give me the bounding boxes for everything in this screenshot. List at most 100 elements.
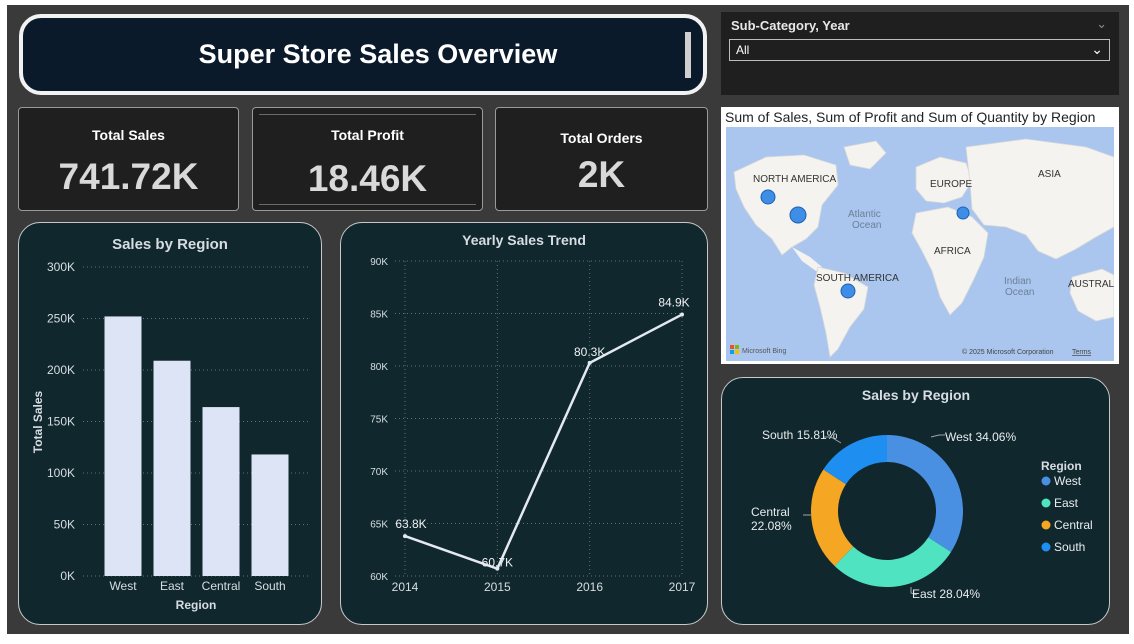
map-label: EUROPE	[930, 179, 973, 190]
total-orders-value: 2K	[577, 154, 626, 195]
legend-title: Region	[1041, 459, 1082, 473]
legend-marker-west[interactable]	[1041, 476, 1051, 486]
sales-trend-line[interactable]	[404, 313, 683, 571]
map-label: NORTH AMERICA	[753, 174, 836, 185]
line-y-tick-label: 70K	[370, 467, 388, 478]
line-y-tick-label: 80K	[370, 362, 388, 373]
donut-slice-east[interactable]	[834, 537, 952, 587]
title-banner: Super Store Sales Overview	[19, 14, 707, 95]
yearly-sales-trend-panel	[340, 222, 708, 625]
line-point[interactable]	[587, 360, 592, 365]
legend-item-east[interactable]: East	[1054, 496, 1079, 510]
line-y-tick-label: 65K	[370, 520, 388, 531]
legend-item-south[interactable]: South	[1054, 540, 1085, 554]
bar-x-tick-label: West	[109, 579, 137, 593]
line-data-label: 80.3K	[574, 345, 605, 359]
south-bubble[interactable]	[840, 283, 856, 299]
central-bubble[interactable]	[956, 206, 970, 220]
line-data-label: 63.8K	[395, 517, 426, 531]
donut-slice-central[interactable]	[811, 469, 854, 567]
map-terms-link[interactable]: Terms	[1072, 349, 1092, 356]
bar-east[interactable]	[153, 360, 191, 576]
total-orders-card: Total Orders 2K	[495, 107, 708, 211]
chevron-down-icon[interactable]: ⌄	[1091, 41, 1103, 57]
slicer-dropdown[interactable]: All ⌄	[729, 39, 1110, 61]
donut-label-west: West 34.06%	[945, 430, 1016, 444]
bar-x-tick-label: East	[160, 579, 185, 593]
legend-marker-south[interactable]	[1041, 542, 1051, 552]
bar-x-tick-label: Central	[202, 579, 241, 593]
map-label: Ocean	[852, 220, 881, 231]
map-label: AFRICA	[934, 246, 971, 257]
donut-slice-west[interactable]	[887, 435, 963, 552]
map-label: Ocean	[1005, 287, 1034, 298]
bar-x-tick-label: South	[254, 579, 285, 593]
line-point[interactable]	[680, 312, 684, 317]
legend-marker-central[interactable]	[1041, 520, 1051, 530]
line-x-tick-label: 2015	[484, 580, 511, 594]
line-point[interactable]	[403, 534, 407, 539]
bar-y-tick-label: 150K	[47, 415, 75, 429]
map-label: AUSTRALI	[1068, 279, 1114, 290]
leader-line	[823, 436, 842, 444]
bar-west[interactable]	[104, 316, 142, 576]
map-label: Indian	[1004, 276, 1031, 287]
page-title: Super Store Sales Overview	[198, 39, 558, 69]
line-x-tick-label: 2014	[392, 580, 419, 594]
donut-label-east: East 28.04%	[912, 587, 980, 601]
slicer-selected-value: All	[736, 43, 750, 57]
donut-chart-title: Sales by Region	[862, 387, 970, 403]
bar-y-tick-label: 300K	[47, 260, 75, 274]
donut-label-central-pct: 22.08%	[751, 519, 792, 533]
sales-by-region-bar-chart[interactable]: Sales by Region Total Sales Region 0K 50K…	[18, 222, 322, 625]
bar-x-axis-title: Region	[176, 598, 217, 612]
bing-logo-text: Microsoft Bing	[742, 348, 786, 355]
map-label: SOUTH AMERICA	[816, 273, 899, 284]
east-bubble[interactable]	[789, 206, 807, 224]
bar-y-tick-label: 200K	[47, 363, 75, 377]
total-orders-label: Total Orders	[560, 130, 643, 146]
slicer-label: Sub-Category, Year	[731, 18, 850, 33]
region-map-visual[interactable]: Sum of Sales, Sum of Profit and Sum of Q…	[721, 107, 1119, 364]
total-profit-label: Total Profit	[331, 127, 404, 143]
line-chart-title: Yearly Sales Trend	[462, 232, 586, 248]
sales-by-region-donut-chart[interactable]: Sales by Region West 34.06% East 28.04% Ce…	[721, 377, 1110, 625]
sub-category-year-slicer[interactable]: Sub-Category, Year ⌄ All ⌄	[721, 12, 1119, 95]
leader-line	[930, 434, 945, 438]
bar-chart-title: Sales by Region	[112, 236, 228, 253]
map-title: Sum of Sales, Sum of Profit and Sum of Q…	[725, 109, 1096, 125]
world-map[interactable]: NORTH AMERICA EUROPE ASIA Atlantic Ocean…	[726, 127, 1114, 361]
bar-y-tick-label: 250K	[47, 312, 75, 326]
total-sales-label: Total Sales	[92, 127, 165, 143]
line-y-tick-label: 85K	[370, 310, 388, 321]
bar-y-axis-title: Total Sales	[31, 390, 45, 453]
line-data-label: 84.9K	[658, 296, 689, 310]
collapse-chevron-icon[interactable]: ⌄	[1096, 16, 1107, 31]
total-profit-value: 18.46K	[307, 158, 428, 199]
line-y-tick-label: 75K	[370, 415, 388, 426]
total-sales-value: 741.72K	[58, 156, 199, 197]
donut-slice-south[interactable]	[823, 435, 887, 485]
bar-y-tick-label: 100K	[47, 466, 75, 480]
bar-central[interactable]	[202, 407, 240, 576]
line-x-tick-label: 2017	[669, 580, 696, 594]
legend-item-central[interactable]: Central	[1054, 518, 1093, 532]
yearly-sales-trend-chart[interactable]: Yearly Sales Trend 60K 65K 70K 75K 80K 85K 90K…	[340, 222, 708, 625]
map-label: ASIA	[1038, 169, 1061, 180]
map-copyright: © 2025 Microsoft Corporation	[962, 348, 1054, 356]
bar-south[interactable]	[251, 454, 289, 576]
donut-label-south: South 15.81%	[762, 428, 838, 442]
west-bubble[interactable]	[760, 189, 776, 205]
line-data-label: 60.7K	[482, 556, 513, 570]
line-y-tick-label: 90K	[370, 257, 388, 268]
title-accent-bar	[685, 32, 691, 78]
legend-item-west[interactable]: West	[1054, 474, 1082, 488]
bar-y-tick-label: 50K	[54, 518, 75, 532]
line-y-tick-label: 60K	[370, 572, 388, 583]
legend-marker-east[interactable]	[1041, 498, 1051, 508]
donut-label-central: Central	[751, 505, 790, 519]
line-point[interactable]	[495, 566, 500, 571]
total-sales-card: Total Sales 741.72K	[18, 107, 239, 211]
line-x-tick-label: 2016	[576, 580, 603, 594]
total-profit-card: Total Profit 18.46K	[252, 107, 483, 211]
